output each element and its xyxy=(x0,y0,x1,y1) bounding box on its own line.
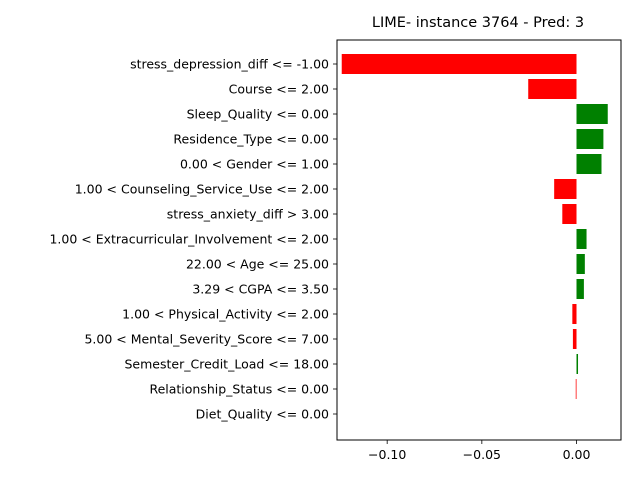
y-tick-label: stress_anxiety_diff > 3.00 xyxy=(167,207,329,222)
bar xyxy=(575,379,577,399)
bar xyxy=(562,204,577,224)
y-tick-label: 0.00 < Gender <= 1.00 xyxy=(180,157,329,172)
y-tick-label: stress_depression_diff <= -1.00 xyxy=(130,57,329,72)
bar xyxy=(576,354,579,374)
y-tick-label: 22.00 < Age <= 25.00 xyxy=(186,257,329,272)
y-tick-label: 1.00 < Counseling_Service_Use <= 2.00 xyxy=(75,182,329,197)
x-tick-label: 0.00 xyxy=(563,447,591,462)
y-tick-label: 3.29 < CGPA <= 3.50 xyxy=(192,282,329,297)
y-tick-label: Semester_Credit_Load <= 18.00 xyxy=(125,357,330,372)
y-tick-label: Sleep_Quality <= 0.00 xyxy=(187,107,329,122)
y-tick-label: Residence_Type <= 0.00 xyxy=(173,132,329,147)
y-tick-label: 1.00 < Extracurricular_Involvement <= 2.… xyxy=(49,232,329,247)
bar xyxy=(576,229,587,249)
y-tick-label: Relationship_Status <= 0.00 xyxy=(149,382,329,397)
x-tick-label: −0.10 xyxy=(368,447,406,462)
y-tick-label: 1.00 < Physical_Activity <= 2.00 xyxy=(122,307,329,322)
bars-group xyxy=(341,54,608,399)
chart-title: LIME- instance 3764 - Pred: 3 xyxy=(372,15,584,31)
bar xyxy=(572,329,577,349)
bar xyxy=(576,104,608,124)
bar xyxy=(528,79,577,99)
bar xyxy=(576,154,602,174)
y-axis: stress_depression_diff <= -1.00 Course <=… xyxy=(49,57,337,422)
x-tick-label: −0.05 xyxy=(463,447,501,462)
bar xyxy=(576,279,584,299)
y-tick-label: Course <= 2.00 xyxy=(229,82,329,97)
bar xyxy=(572,304,577,324)
bar xyxy=(576,129,604,149)
y-tick-label: 5.00 < Mental_Severity_Score <= 7.00 xyxy=(84,332,329,347)
plot-frame xyxy=(336,39,622,441)
bar xyxy=(554,179,577,199)
x-axis: −0.10 −0.05 0.00 xyxy=(368,440,590,462)
y-tick-label: Diet_Quality <= 0.00 xyxy=(196,407,329,422)
bar xyxy=(576,254,585,274)
bar xyxy=(341,54,577,74)
